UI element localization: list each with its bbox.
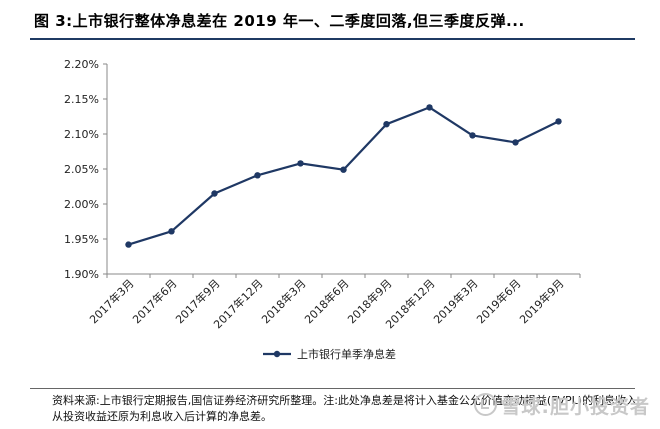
- data-point: [254, 172, 261, 179]
- data-point: [340, 166, 347, 173]
- x-tick-label: 2019年3月: [430, 276, 480, 326]
- data-point: [426, 104, 433, 111]
- y-tick-label: 1.95%: [64, 233, 99, 246]
- x-tick-label: 2017年6月: [129, 276, 179, 326]
- x-tick-label: 2018年6月: [301, 276, 351, 326]
- data-point: [383, 121, 390, 128]
- figure-title: 图 3:上市银行整体净息差在 2019 年一、二季度回落,但三季度反弹...: [34, 12, 525, 30]
- data-point: [469, 132, 476, 139]
- x-tick-label: 2018年3月: [258, 276, 308, 326]
- y-tick-label: 2.10%: [64, 128, 99, 141]
- data-point: [211, 190, 218, 197]
- x-tick-label: 2019年9月: [516, 276, 566, 326]
- x-tick-label: 2019年6月: [473, 276, 523, 326]
- title-divider: [30, 38, 635, 40]
- watermark-text: 雪球:胆小投资者: [501, 396, 650, 418]
- y-axis: 1.90% 1.95% 2.00% 2.05% 2.10% 2.15% 2.20%: [64, 58, 108, 281]
- data-point: [168, 228, 175, 235]
- series-line: [128, 106, 559, 246]
- x-axis: 2017年3月2017年6月2017年9月2017年12月2018年3月2018…: [86, 273, 581, 331]
- line-chart: 1.90% 1.95% 2.00% 2.05% 2.10% 2.15% 2.20% 2017…: [64, 58, 581, 361]
- y-tick-label: 2.20%: [64, 58, 99, 71]
- legend-marker: [273, 350, 281, 358]
- watermark: 雪球:胆小投资者: [474, 392, 650, 419]
- x-tick-label: 2017年3月: [86, 276, 136, 326]
- y-tick-label: 2.00%: [64, 198, 99, 211]
- legend-label: 上市银行单季净息差: [297, 347, 396, 361]
- data-point: [512, 139, 519, 146]
- data-point: [125, 241, 132, 248]
- y-tick-label: 2.15%: [64, 93, 99, 106]
- y-tick-label: 1.90%: [64, 268, 99, 281]
- snowball-logo-icon: [474, 393, 498, 416]
- data-point: [555, 118, 562, 125]
- data-point: [297, 160, 304, 167]
- legend: 上市银行单季净息差: [263, 347, 396, 361]
- series-layer: [125, 104, 562, 248]
- y-tick-label: 2.05%: [64, 163, 99, 176]
- figure-header: 图 3:上市银行整体净息差在 2019 年一、二季度回落,但三季度反弹...: [0, 0, 660, 42]
- source-divider: [30, 388, 635, 389]
